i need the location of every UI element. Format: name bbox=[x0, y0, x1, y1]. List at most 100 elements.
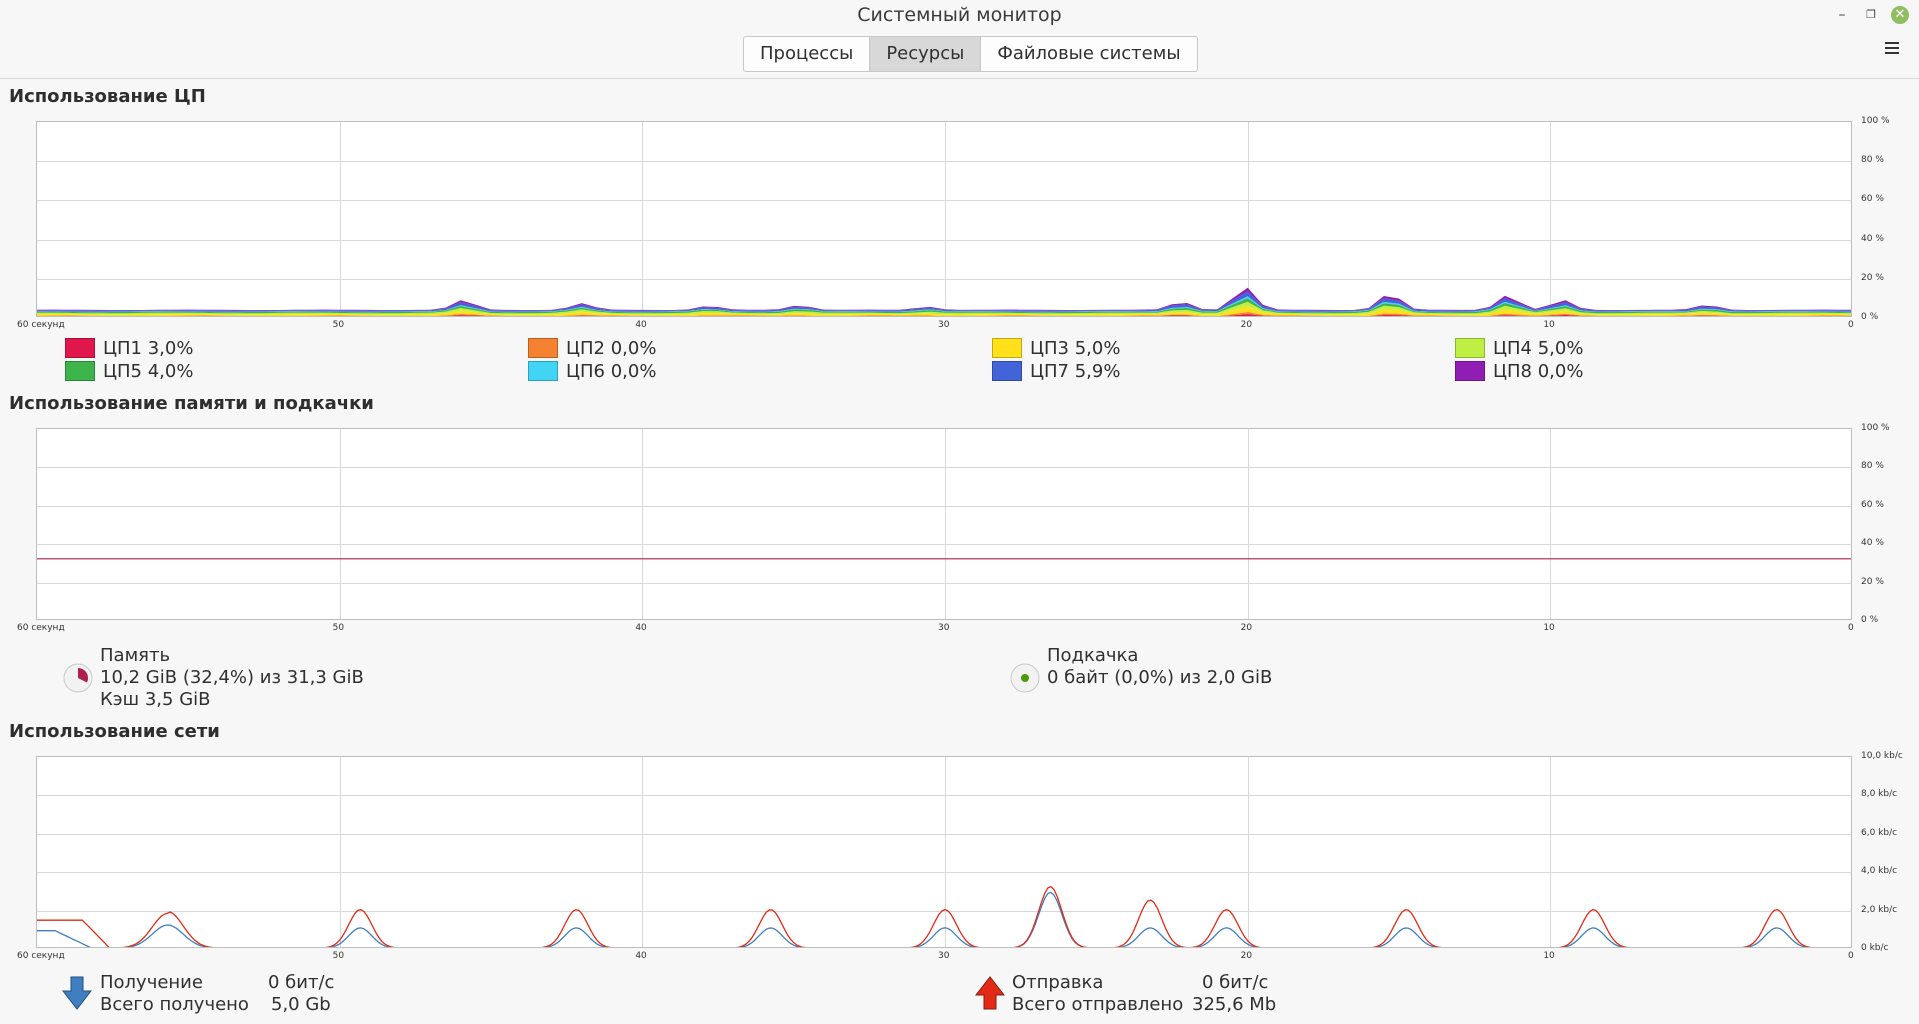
cpu-graph bbox=[36, 121, 1852, 317]
net-y-tick: 2,0 kb/c bbox=[1861, 904, 1898, 915]
close-icon[interactable]: ✕ bbox=[1891, 6, 1909, 24]
cpu-x-tick: 50 bbox=[332, 320, 345, 330]
cpu5-color-swatch[interactable] bbox=[65, 361, 95, 381]
cpu-x-tick: 60 секунд bbox=[17, 320, 65, 330]
mem-x-tick: 60 секунд bbox=[17, 623, 65, 633]
legend-cpu4: ЦП4 5,0% bbox=[1455, 337, 1583, 359]
net-y-tick: 10,0 kb/c bbox=[1861, 751, 1903, 761]
send-rate: 0 бит/с bbox=[1202, 972, 1269, 993]
send-arrow-icon[interactable] bbox=[974, 976, 1006, 1014]
network-section-title: Использование сети bbox=[9, 721, 220, 742]
cpu8-label: ЦП8 bbox=[1493, 360, 1532, 382]
cpu7-value: 5,9% bbox=[1074, 360, 1121, 382]
net-x-tick: 60 секунд bbox=[17, 951, 65, 961]
receive-values: 0 бит/с 5,0 Gb bbox=[268, 972, 334, 1016]
legend-cpu2: ЦП2 0,0% bbox=[528, 337, 656, 359]
net-y-tick: 4,0 kb/c bbox=[1861, 866, 1898, 877]
maximize-icon[interactable]: ❐ bbox=[1866, 8, 1876, 21]
menu-icon[interactable] bbox=[1885, 42, 1899, 56]
receive-rate: 0 бит/с bbox=[268, 972, 335, 993]
memory-graph-canvas bbox=[37, 429, 1851, 619]
legend-cpu1: ЦП1 3,0% bbox=[65, 337, 193, 359]
header-separator bbox=[0, 78, 1919, 79]
memory-usage: 10,2 GiB (32,4%) из 31,3 GiB bbox=[100, 667, 364, 688]
cpu6-value: 0,0% bbox=[610, 360, 657, 382]
cpu3-value: 5,0% bbox=[1074, 337, 1121, 359]
cpu8-color-swatch[interactable] bbox=[1455, 361, 1485, 381]
memory-pie-icon[interactable] bbox=[62, 662, 94, 698]
mem-y-tick: 40 % bbox=[1861, 538, 1884, 549]
cpu-y-tick: 20 % bbox=[1861, 272, 1884, 283]
cpu7-color-swatch[interactable] bbox=[992, 361, 1022, 381]
cpu-x-tick: 0 bbox=[1848, 320, 1854, 330]
legend-cpu6: ЦП6 0,0% bbox=[528, 360, 656, 382]
receive-total: 5,0 Gb bbox=[271, 994, 331, 1015]
tab-filesystems[interactable]: Файловые системы bbox=[997, 43, 1181, 64]
net-x-tick: 40 bbox=[635, 951, 647, 961]
send-total-label: Всего отправлено bbox=[1012, 994, 1184, 1015]
send-total: 325,6 Mb bbox=[1192, 994, 1277, 1015]
cpu-x-tick: 20 bbox=[1240, 320, 1253, 330]
mem-y-tick: 80 % bbox=[1861, 461, 1884, 472]
cpu2-value: 0,0% bbox=[610, 337, 657, 359]
cpu2-color-swatch[interactable] bbox=[528, 338, 558, 358]
mem-y-tick: 60 % bbox=[1861, 499, 1884, 510]
cpu6-color-swatch[interactable] bbox=[528, 361, 558, 381]
tab-processes[interactable]: Процессы bbox=[744, 37, 871, 71]
cpu-core-area bbox=[37, 291, 1851, 312]
cpu-x-tick: 40 bbox=[635, 320, 647, 330]
tab-resources[interactable]: Ресурсы bbox=[870, 37, 982, 71]
swap-info: Подкачка 0 байт (0,0%) из 2,0 GiB bbox=[1047, 645, 1272, 689]
legend-cpu5: ЦП5 4,0% bbox=[65, 360, 193, 382]
cpu5-value: 4,0% bbox=[147, 360, 194, 382]
cpu4-color-swatch[interactable] bbox=[1455, 338, 1485, 358]
cpu3-label: ЦП3 bbox=[1030, 337, 1069, 359]
network-graph bbox=[36, 756, 1852, 948]
swap-label: Подкачка bbox=[1047, 645, 1139, 666]
cpu-y-tick: 100 % bbox=[1861, 116, 1890, 126]
cpu-core-area bbox=[67, 314, 1838, 316]
cpu6-label: ЦП6 bbox=[566, 360, 605, 382]
cpu-core-area bbox=[37, 312, 1851, 316]
minimize-icon[interactable]: – bbox=[1838, 7, 1846, 23]
view-switcher: Процессы Ресурсы Файловые системы bbox=[743, 36, 1198, 72]
cpu3-color-swatch[interactable] bbox=[992, 338, 1022, 358]
cpu1-value: 3,0% bbox=[147, 337, 194, 359]
mem-y-tick: 100 % bbox=[1861, 423, 1890, 433]
memory-cache: Кэш 3,5 GiB bbox=[100, 689, 211, 710]
cpu-x-tick: 30 bbox=[938, 320, 950, 330]
send-info: Отправка Всего отправлено bbox=[1012, 972, 1183, 1016]
swap-usage: 0 байт (0,0%) из 2,0 GiB bbox=[1047, 667, 1273, 688]
mem-y-tick: 20 % bbox=[1861, 576, 1884, 587]
mem-x-tick: 40 bbox=[635, 623, 647, 633]
cpu-core-area bbox=[37, 301, 1851, 315]
legend-cpu7: ЦП7 5,9% bbox=[992, 360, 1120, 382]
receive-arrow-icon[interactable] bbox=[61, 976, 93, 1014]
network-graph-canvas bbox=[37, 757, 1851, 947]
cpu-y-tick: 40 % bbox=[1861, 233, 1884, 244]
cpu-section-title: Использование ЦП bbox=[9, 86, 206, 107]
cpu7-label: ЦП7 bbox=[1030, 360, 1069, 382]
receive-total-label: Всего получено bbox=[100, 994, 249, 1015]
mem-x-tick: 20 bbox=[1240, 623, 1253, 633]
cpu4-value: 5,0% bbox=[1537, 337, 1584, 359]
cpu5-label: ЦП5 bbox=[103, 360, 142, 382]
cpu8-value: 0,0% bbox=[1537, 360, 1584, 382]
net-y-tick: 8,0 kb/c bbox=[1861, 789, 1898, 800]
cpu-graph-canvas bbox=[37, 122, 1851, 316]
cpu1-color-swatch[interactable] bbox=[65, 338, 95, 358]
net-x-tick: 0 bbox=[1848, 951, 1854, 961]
send-label: Отправка bbox=[1012, 972, 1104, 993]
receive-label: Получение bbox=[100, 972, 203, 993]
receive-line bbox=[37, 891, 1811, 947]
cpu-core-area bbox=[37, 298, 1851, 314]
send-line bbox=[37, 885, 1813, 947]
net-y-tick: 0 kb/c bbox=[1861, 943, 1889, 953]
net-y-tick: 6,0 kb/c bbox=[1861, 827, 1898, 838]
memory-section-title: Использование памяти и подкачки bbox=[9, 393, 374, 414]
swap-pie-icon[interactable] bbox=[1009, 662, 1041, 698]
cpu-core-area bbox=[37, 306, 1851, 316]
cpu-y-tick: 60 % bbox=[1861, 194, 1884, 205]
mem-x-tick: 50 bbox=[332, 623, 345, 633]
cpu2-label: ЦП2 bbox=[566, 337, 605, 359]
